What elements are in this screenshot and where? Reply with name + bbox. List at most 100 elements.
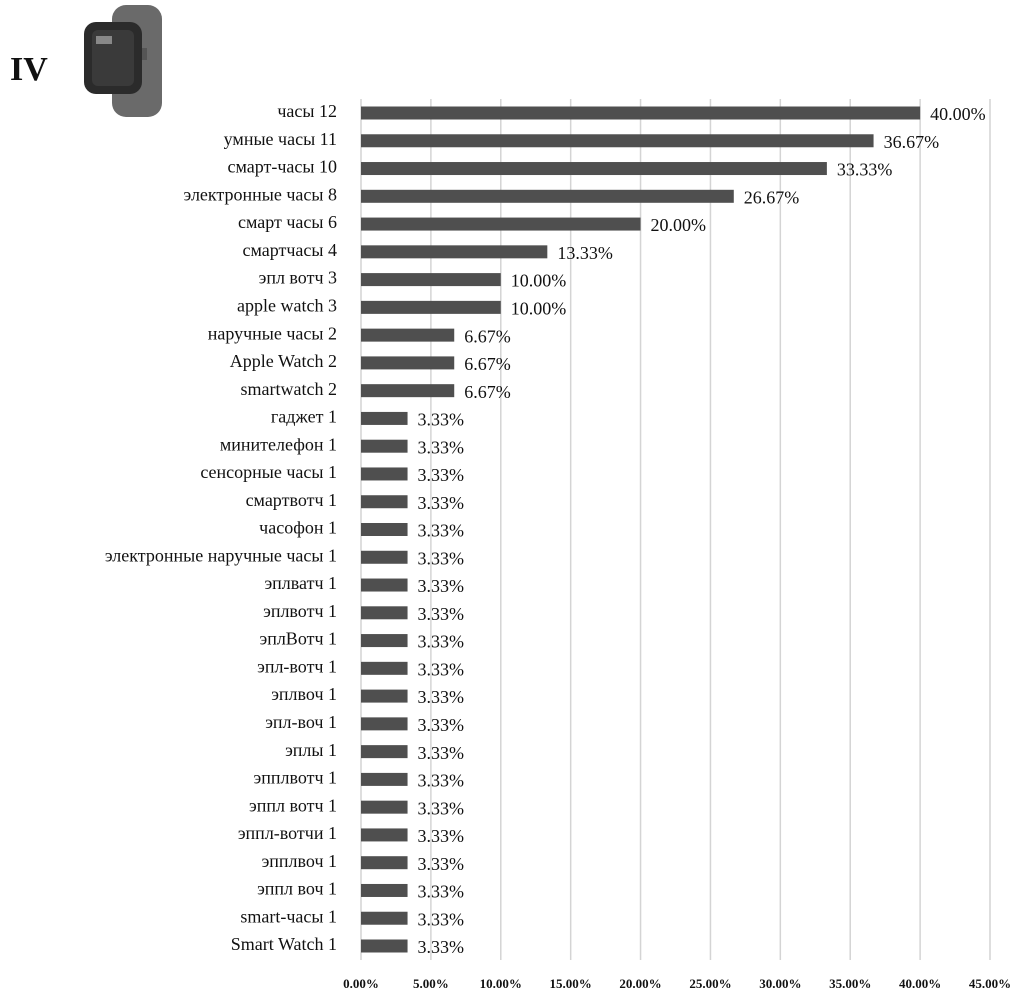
y-tick-label: эппл воч 1 (257, 879, 337, 899)
x-tick-label: 0.00% (343, 976, 379, 991)
value-label: 3.33% (418, 521, 465, 541)
value-label: 3.33% (418, 798, 465, 818)
y-tick-label: apple watch 3 (237, 295, 337, 315)
y-tick-label: электронные наручные часы 1 (105, 545, 337, 565)
x-tick-label: 20.00% (619, 976, 661, 991)
y-tick-label: наручные часы 2 (208, 323, 337, 343)
bar (361, 662, 408, 675)
value-label: 10.00% (511, 271, 567, 291)
y-tick-label: эплватч 1 (264, 573, 337, 593)
bar (361, 856, 408, 869)
value-label: 6.67% (464, 354, 511, 374)
bar (361, 134, 874, 147)
value-label: 3.33% (418, 743, 465, 763)
value-label: 3.33% (418, 493, 465, 513)
y-tick-label: эпл-вотч 1 (257, 656, 337, 676)
bar (361, 245, 547, 258)
value-label: 20.00% (651, 215, 707, 235)
value-label: 26.67% (744, 187, 800, 207)
y-tick-label: смарт часы 6 (238, 212, 337, 232)
value-label: 3.33% (418, 771, 465, 791)
bar (361, 717, 408, 730)
y-tick-label: минителефон 1 (220, 434, 337, 454)
bar (361, 440, 408, 453)
y-tick-label: смартчасы 4 (243, 240, 338, 260)
bar (361, 412, 408, 425)
bar (361, 467, 408, 480)
bar (361, 301, 501, 314)
value-label: 3.33% (418, 604, 465, 624)
bar (361, 384, 454, 397)
x-tick-label: 15.00% (550, 976, 592, 991)
bar (361, 273, 501, 286)
value-label: 6.67% (464, 382, 511, 402)
y-tick-label: эплВотч 1 (259, 629, 337, 649)
x-tick-label: 45.00% (969, 976, 1011, 991)
value-label: 33.33% (837, 160, 893, 180)
value-label: 3.33% (418, 465, 465, 485)
x-tick-label: 5.00% (413, 976, 449, 991)
bar (361, 912, 408, 925)
value-label: 3.33% (418, 854, 465, 874)
bar (361, 884, 408, 897)
value-label: 3.33% (418, 659, 465, 679)
bar (361, 940, 408, 953)
bar (361, 606, 408, 619)
bar (361, 329, 454, 342)
value-label: 3.33% (418, 826, 465, 846)
bar (361, 523, 408, 536)
y-tick-label: smartwatch 2 (241, 379, 337, 399)
value-label: 3.33% (418, 437, 465, 457)
value-label: 3.33% (418, 909, 465, 929)
value-label: 3.33% (418, 548, 465, 568)
value-label: 13.33% (557, 243, 613, 263)
x-tick-label: 35.00% (829, 976, 871, 991)
y-tick-label: часы 12 (277, 101, 337, 121)
bar (361, 773, 408, 786)
bar (361, 828, 408, 841)
x-tick-label: 30.00% (759, 976, 801, 991)
y-tick-label: эпплвоч 1 (262, 851, 337, 871)
watch-icon (84, 5, 162, 117)
value-label: 3.33% (418, 632, 465, 652)
y-tick-label: смартвотч 1 (246, 490, 337, 510)
y-tick-label: Smart Watch 1 (231, 934, 337, 954)
y-tick-label: электронные часы 8 (184, 184, 337, 204)
y-tick-label: эппл вотч 1 (249, 795, 337, 815)
chart-title: IV (10, 51, 48, 88)
y-tick-label: умные часы 11 (224, 129, 337, 149)
value-label: 3.33% (418, 410, 465, 430)
x-tick-label: 25.00% (689, 976, 731, 991)
x-tick-label: 10.00% (480, 976, 522, 991)
y-tick-label: часофон 1 (259, 518, 337, 538)
y-tick-label: эплвотч 1 (263, 601, 337, 621)
value-label: 3.33% (418, 687, 465, 707)
y-tick-label: эппл-вотчи 1 (238, 823, 337, 843)
bar (361, 690, 408, 703)
value-label: 3.33% (418, 715, 465, 735)
value-label: 36.67% (884, 132, 940, 152)
y-tick-label: сенсорные часы 1 (200, 462, 337, 482)
value-label: 6.67% (464, 326, 511, 346)
value-label: 3.33% (418, 576, 465, 596)
chart: IV 0.00% 5.00% 10.00% 15.00% 20.00% 25.00% 30.… (0, 0, 1026, 993)
bar (361, 634, 408, 647)
bar (361, 107, 920, 120)
y-tick-label: эплвоч 1 (271, 684, 337, 704)
bar (361, 551, 408, 564)
bar (361, 801, 408, 814)
value-label: 3.33% (418, 882, 465, 902)
bar (361, 218, 641, 231)
y-tick-label: smart-часы 1 (240, 906, 337, 926)
bar (361, 745, 408, 758)
y-tick-label: смарт-часы 10 (228, 157, 338, 177)
y-tick-label: эплы 1 (285, 740, 337, 760)
value-label: 3.33% (418, 937, 465, 957)
y-tick-label: эпл вотч 3 (259, 268, 337, 288)
value-label: 10.00% (511, 298, 567, 318)
y-tick-label: эпл-воч 1 (265, 712, 337, 732)
x-tick-label: 40.00% (899, 976, 941, 991)
y-tick-label: эпплвотч 1 (253, 768, 337, 788)
bar (361, 162, 827, 175)
bar (361, 495, 408, 508)
